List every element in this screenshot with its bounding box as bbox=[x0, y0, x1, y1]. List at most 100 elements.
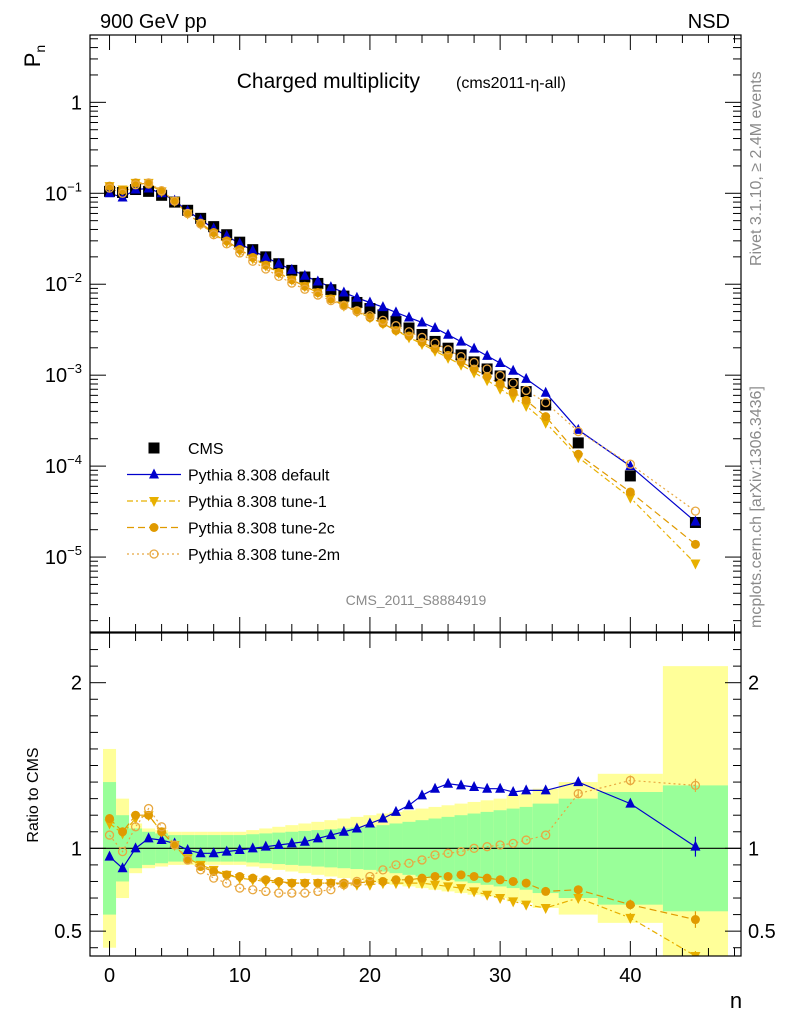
ratio-series-1-point bbox=[482, 890, 493, 901]
top-ytick-exp: −1 bbox=[67, 179, 82, 194]
ratio-series-2-point bbox=[404, 875, 414, 885]
ratio-series-0-point bbox=[104, 850, 115, 861]
series-3-point bbox=[378, 318, 388, 328]
ratio-series-2-point bbox=[157, 827, 167, 837]
series-1-point bbox=[690, 515, 701, 526]
series-3-point bbox=[131, 178, 141, 188]
series-4-point bbox=[443, 345, 453, 355]
legend-marker bbox=[149, 549, 159, 559]
series-0-point bbox=[520, 386, 532, 398]
series-4-point bbox=[469, 357, 479, 368]
legend-entry-0: CMS bbox=[148, 441, 224, 458]
series-4-point bbox=[196, 219, 206, 229]
series-3-point bbox=[690, 539, 700, 549]
ratio-series-1-point bbox=[430, 880, 441, 891]
series-1-point bbox=[117, 191, 128, 202]
ratio-series-3-point bbox=[300, 888, 310, 898]
ratio-series-0-point bbox=[508, 786, 519, 797]
series-0-point bbox=[416, 329, 428, 341]
ratio-series-3-point bbox=[222, 878, 232, 888]
legend-marker bbox=[149, 468, 159, 479]
top-ytick-label: 1 bbox=[71, 92, 82, 114]
series-0-point bbox=[442, 342, 454, 354]
ratio-series-3-point bbox=[430, 850, 440, 860]
series-4-point bbox=[339, 301, 349, 311]
ratio-series-2-point bbox=[456, 870, 466, 880]
ratio-series-3-point bbox=[156, 822, 167, 832]
series-4-point bbox=[143, 178, 154, 188]
ratio-plot-frame bbox=[89, 632, 742, 957]
series-3-point bbox=[170, 196, 180, 206]
ratio-series-3-point bbox=[365, 871, 375, 882]
series-4-point bbox=[417, 332, 427, 343]
series-1-point bbox=[286, 263, 297, 274]
ratio-series-3-point bbox=[456, 846, 466, 857]
series-4-point bbox=[287, 278, 297, 288]
series-1-point bbox=[540, 386, 551, 397]
ratio-series-1-point bbox=[456, 884, 467, 895]
ratio-series-2-point bbox=[378, 876, 388, 886]
ratio-series-2-point bbox=[391, 875, 401, 885]
ratio-series-3-point bbox=[274, 888, 284, 898]
series-4-point bbox=[541, 397, 551, 408]
ratio-series-3-point bbox=[287, 888, 297, 898]
series-3-point bbox=[508, 387, 518, 397]
ratio-series-0-point bbox=[364, 817, 375, 828]
xtick-label: 40 bbox=[619, 965, 641, 987]
series-1-point bbox=[234, 237, 245, 248]
ratio-series-0-point bbox=[195, 847, 206, 858]
series-3-point bbox=[222, 236, 232, 246]
series-4-point bbox=[456, 351, 466, 362]
legend-label: CMS bbox=[188, 441, 224, 458]
top-ytick-base: 10 bbox=[45, 456, 67, 478]
ratio-series-3-point bbox=[469, 843, 479, 853]
ratio-series-2-point bbox=[313, 878, 323, 888]
ratio-series-1-point bbox=[540, 903, 551, 914]
series-3-point bbox=[495, 379, 505, 389]
legend-marker bbox=[149, 523, 159, 532]
series-4-point bbox=[508, 378, 518, 388]
ratio-series-3-point bbox=[130, 822, 141, 832]
series-2-point bbox=[690, 559, 701, 570]
ratio-series-2-point bbox=[261, 875, 271, 885]
series-0-point bbox=[624, 470, 636, 482]
ratio-series-0-point bbox=[540, 784, 551, 795]
ratio-ytick-label-right: 0.5 bbox=[748, 921, 776, 943]
series-1-point bbox=[273, 257, 284, 268]
ratio-series-0-point bbox=[312, 832, 323, 843]
ratio-series-2-point bbox=[300, 878, 310, 888]
ratio-series-0-point bbox=[286, 837, 297, 848]
ratio-series-3-point bbox=[117, 846, 128, 857]
rivet-label: Rivet 3.1.10, ≥ 2.4M events bbox=[748, 71, 765, 266]
ratio-series-0-point bbox=[234, 843, 245, 854]
series-1-point bbox=[351, 291, 362, 302]
ratio-series-3-point bbox=[182, 855, 193, 865]
series-1-point bbox=[469, 342, 480, 353]
ratio-series-2-point bbox=[248, 873, 258, 883]
ratio-series-3-point bbox=[541, 830, 551, 840]
ratio-series-0-point bbox=[625, 797, 636, 808]
series-4-point bbox=[261, 264, 271, 274]
ratio-series-0-point bbox=[182, 843, 193, 854]
ratio-series-3-point bbox=[521, 835, 531, 845]
series-4-point bbox=[130, 180, 141, 190]
ratio-series-3-point bbox=[326, 885, 336, 895]
series-1-point bbox=[482, 349, 493, 360]
ratio-series-0-point bbox=[390, 805, 401, 816]
top-plot-frame bbox=[89, 34, 742, 633]
series-1-point bbox=[338, 286, 349, 297]
ratio-series-1-point bbox=[495, 894, 506, 905]
ratio-series-2-point bbox=[326, 878, 336, 888]
series-1-point bbox=[417, 316, 428, 327]
ratio-series-1-point bbox=[573, 894, 584, 905]
mcplots-label: mcplots.cern.ch [arXiv:1306.3436] bbox=[748, 386, 765, 628]
legend-entry-4: Pythia 8.308 tune-2m bbox=[127, 547, 340, 564]
ratio-series-2-point bbox=[222, 870, 232, 880]
ratio-series-2-point bbox=[170, 840, 180, 850]
ratio-series-2-point bbox=[274, 876, 284, 886]
ratio-series-0-point bbox=[325, 829, 336, 840]
ratio-series-0-point bbox=[443, 777, 454, 788]
series-4-point bbox=[274, 271, 284, 282]
series-4-point bbox=[156, 185, 167, 196]
series-4-point bbox=[300, 284, 310, 294]
